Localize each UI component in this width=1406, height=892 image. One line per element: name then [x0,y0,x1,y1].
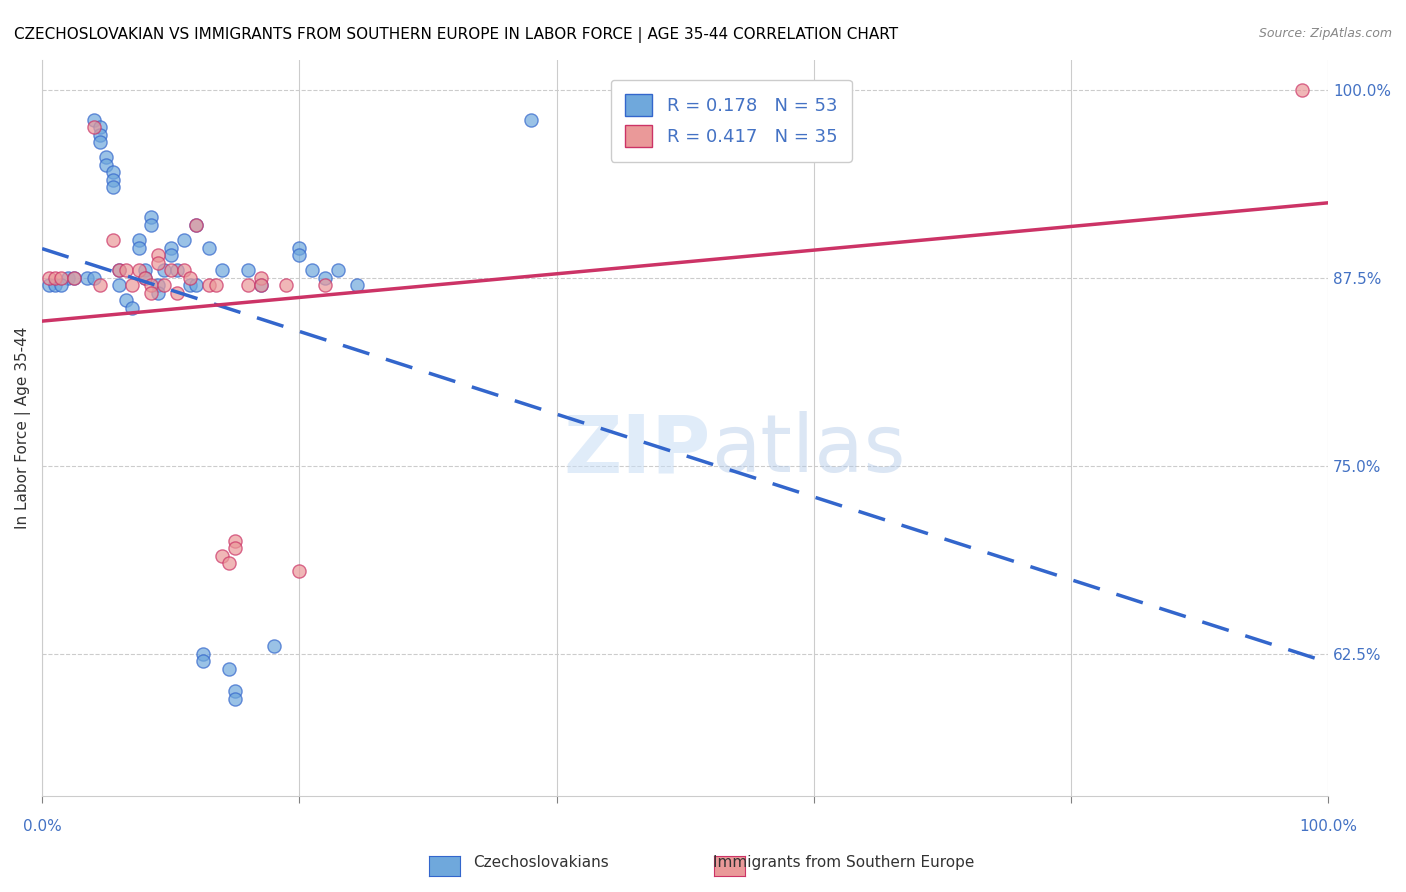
Point [159,263,181,277]
Point [134,263,156,277]
Text: ZIP: ZIP [564,411,711,489]
Point [179,278,201,293]
Point [96,150,118,164]
Point [153,263,176,277]
Point [326,263,349,277]
Point [101,165,124,179]
Point [236,278,259,293]
Point [38,270,60,285]
Point [134,270,156,285]
Text: Czechoslovakians: Czechoslovakians [474,855,609,870]
Y-axis label: In Labor Force | Age 35-44: In Labor Force | Age 35-44 [15,326,31,529]
Point [51,270,73,285]
Point [186,218,208,232]
Point [128,263,150,277]
Point [89,120,111,135]
Text: Immigrants from Southern Europe: Immigrants from Southern Europe [713,855,974,870]
Point [314,278,336,293]
Point [96,158,118,172]
Point [146,255,169,269]
Point [173,263,195,277]
Text: CZECHOSLOVAKIAN VS IMMIGRANTS FROM SOUTHERN EUROPE IN LABOR FORCE | AGE 35-44 CO: CZECHOSLOVAKIAN VS IMMIGRANTS FROM SOUTH… [14,27,898,43]
Point [224,533,246,548]
Point [101,180,124,194]
Point [108,278,131,293]
Point [89,278,111,293]
Point [141,278,163,293]
Point [288,241,311,255]
Point [218,662,240,676]
Point [146,285,169,300]
Point [128,233,150,247]
Point [224,684,246,698]
Point [236,263,259,277]
Point [83,112,105,127]
Point [346,278,368,293]
Point [186,278,208,293]
Point [224,541,246,556]
Point [249,278,271,293]
Point [134,270,156,285]
Point [276,278,298,293]
Point [63,270,86,285]
Point [224,691,246,706]
Point [204,278,226,293]
Point [114,293,136,308]
Point [76,270,98,285]
Point [191,654,214,668]
Point [141,211,163,225]
Point [159,241,181,255]
Point [179,270,201,285]
Point [159,248,181,262]
Point [211,549,233,563]
Point [108,263,131,277]
Point [249,270,271,285]
Point [146,278,169,293]
Point [146,248,169,262]
Point [288,564,311,578]
Point [198,278,221,293]
Point [44,270,66,285]
Point [83,120,105,135]
Text: 100.0%: 100.0% [1299,819,1357,834]
Point [89,136,111,150]
Point [83,270,105,285]
Point [114,263,136,277]
Point [141,218,163,232]
Point [128,241,150,255]
Point [211,263,233,277]
Point [520,112,543,127]
Point [263,639,285,653]
Point [108,263,131,277]
Point [51,278,73,293]
Point [166,285,188,300]
Point [89,128,111,142]
Text: atlas: atlas [711,411,905,489]
Point [288,248,311,262]
Point [249,278,271,293]
Point [44,278,66,293]
Point [1291,83,1313,97]
Point [166,263,188,277]
Point [153,278,176,293]
Point [121,278,143,293]
Point [218,557,240,571]
Point [56,270,79,285]
Point [301,263,323,277]
Point [101,233,124,247]
Text: 0.0%: 0.0% [22,819,62,834]
Point [101,173,124,187]
Point [191,647,214,661]
Point [141,285,163,300]
Point [186,218,208,232]
Point [121,301,143,315]
Point [63,270,86,285]
Point [38,278,60,293]
Point [198,241,221,255]
Text: Source: ZipAtlas.com: Source: ZipAtlas.com [1258,27,1392,40]
Point [314,270,336,285]
Legend: R = 0.178   N = 53, R = 0.417   N = 35: R = 0.178 N = 53, R = 0.417 N = 35 [610,79,852,161]
Point [173,233,195,247]
